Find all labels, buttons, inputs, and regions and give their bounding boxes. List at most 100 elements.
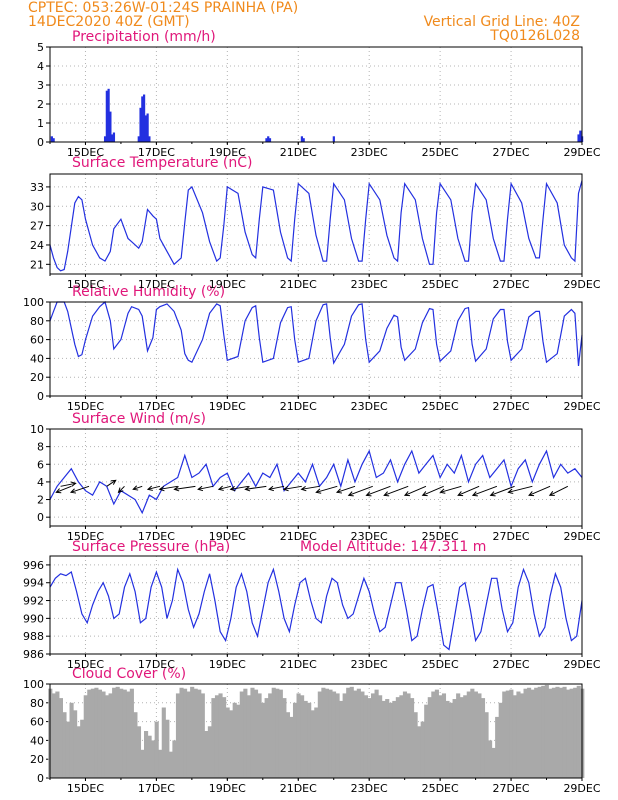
wind-vector-shaft (490, 485, 515, 496)
cloud-bar (310, 710, 315, 778)
wind-vector (548, 485, 569, 496)
cloud-bar (317, 691, 322, 778)
cloud-bar (420, 721, 425, 778)
precip-frame (49, 46, 583, 143)
cloud-bar (555, 686, 560, 778)
cloud-bar (236, 704, 241, 778)
wind-vector-shaft (159, 485, 178, 490)
wind-vector-head (229, 485, 236, 492)
cloud-bar (165, 719, 170, 778)
cloud-bar (516, 691, 521, 778)
humidity-y-tick-label: 100 (23, 296, 44, 309)
cloud-bar (186, 691, 191, 778)
header-station: CPTEC: 053:26W-01:24S PRAINHA (PA) (28, 0, 298, 16)
wind-vector-head (421, 491, 428, 497)
pressure-x-tick-label: 29DEC (563, 658, 600, 671)
cloud-bar (90, 688, 95, 778)
wind-vector-shaft (440, 485, 462, 493)
cloud-bar (402, 691, 408, 778)
wind-x-tick-label: 15DEC (67, 530, 104, 543)
precip-bar (146, 113, 149, 142)
wind-vector-shaft (218, 485, 232, 490)
precip-x-tick-label: 29DEC (563, 146, 600, 159)
wind-vector-shaft (60, 482, 76, 487)
wind-vector-head (55, 488, 62, 494)
wind-x-tick-label: 25DEC (422, 530, 459, 543)
wind-x-tick-label: 29DEC (563, 530, 600, 543)
cloud-bar (456, 693, 461, 778)
cloud-x-tick-label: 17DEC (138, 782, 175, 795)
cloud-bar (434, 689, 439, 778)
wind-vector-shaft (147, 485, 161, 490)
precip-bar (103, 136, 107, 142)
wind-vector (347, 485, 373, 497)
wind-vector-head (300, 485, 307, 492)
cloud-bar (97, 689, 103, 778)
humidity-frame (49, 301, 583, 397)
cloud-bar (154, 721, 159, 778)
wind-vector-head (439, 488, 446, 494)
pressure-y-tick-label: 996 (23, 559, 44, 572)
precip-x-tick-label: 19DEC (209, 146, 246, 159)
temp-y-tick-label: 21 (30, 258, 44, 271)
header-date: 14DEC2020 40Z (GMT) (28, 14, 190, 30)
cloud-bar (356, 688, 361, 778)
temp-x-tick-label: 19DEC (209, 278, 246, 291)
cloud-bar (101, 691, 106, 778)
wind-vector-shaft (174, 485, 196, 490)
pressure-x-tick-label: 15DEC (67, 658, 104, 671)
cloud-bar (353, 690, 358, 778)
wind-vector-shaft (56, 485, 72, 493)
cloud-bar (296, 693, 301, 778)
wind-vector-head (197, 485, 204, 492)
cloud-bar (108, 693, 113, 778)
cloud-bar (211, 698, 216, 778)
cloud-bar (87, 689, 92, 778)
cloud-bar (527, 687, 532, 778)
humidity-y-tick-label: 20 (30, 371, 44, 384)
precip-bar (141, 96, 144, 142)
wind-vector-shaft (549, 485, 569, 496)
cloud-bar (512, 695, 517, 778)
cloud-bar (342, 693, 347, 778)
wind-vector (282, 485, 302, 492)
wind-vector-head (347, 491, 354, 497)
humidity-x-tick-label: 23DEC (351, 400, 388, 413)
cloud-bar (225, 707, 230, 778)
temp-y-tick-label: 33 (30, 181, 44, 194)
cloud-bar (207, 726, 212, 778)
precip-x-tick-label: 21DEC (280, 146, 317, 159)
cloud-bar (76, 726, 81, 778)
cloud-bar (243, 688, 248, 778)
wind-vector-shaft (245, 485, 267, 490)
precip-x-tick-label: 25DEC (422, 146, 459, 159)
precip-bar (300, 136, 304, 142)
wind-vector-head (335, 488, 343, 494)
cloud-bar (179, 687, 184, 778)
wind-vector (489, 485, 515, 497)
cloud-bar (392, 700, 397, 778)
wind-line (49, 449, 583, 515)
cloud-bar (378, 695, 383, 778)
cloud-bar (491, 747, 496, 778)
wind-vector-head (268, 485, 275, 492)
wind-vector-shaft (457, 485, 480, 496)
pressure-line (49, 567, 583, 651)
wind-vector-shaft (472, 485, 498, 496)
wind-vector-head (403, 491, 410, 497)
cloud-bar (292, 702, 298, 778)
cloud-bar (498, 702, 503, 778)
precip-bar (50, 136, 53, 142)
humidity-x-tick-label: 25DEC (422, 400, 459, 413)
cloud-bar (253, 689, 259, 778)
precip-bar (111, 134, 114, 142)
wind-x-tick-label: 17DEC (138, 530, 175, 543)
wind-vector-head (489, 491, 496, 497)
wind-vector (421, 485, 444, 497)
cloud-bar (406, 693, 411, 778)
wind-vector-head (548, 490, 555, 496)
wind-vector-shaft (230, 485, 249, 490)
precip-bar (148, 136, 151, 142)
wind-panel: 0 2 4 6 8 10 15DEC 17DEC 19DEC 21DEC 23DEC 25DEC 27D… (30, 423, 601, 543)
